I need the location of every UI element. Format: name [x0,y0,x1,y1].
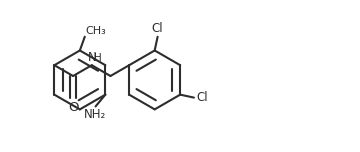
Text: Cl: Cl [196,91,207,104]
Text: O: O [68,100,78,114]
Text: Cl: Cl [152,22,163,35]
Text: NH₂: NH₂ [84,108,106,121]
Text: N: N [87,51,96,64]
Text: CH₃: CH₃ [86,26,107,36]
Text: H: H [94,53,102,63]
